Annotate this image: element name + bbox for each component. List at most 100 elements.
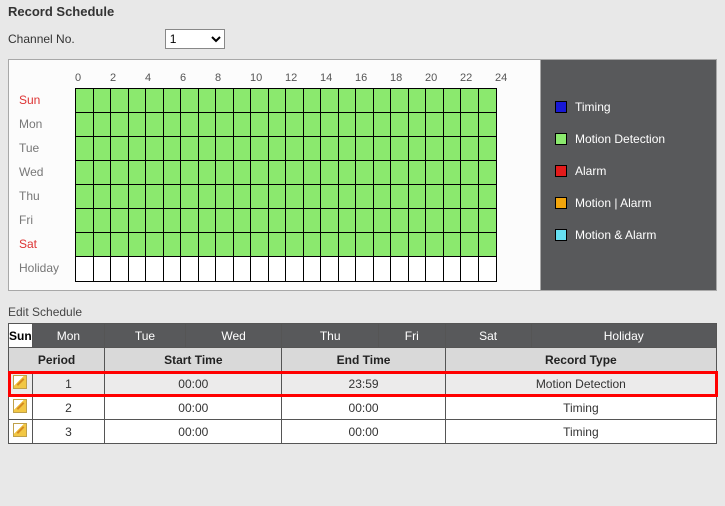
grid-cell[interactable] — [164, 89, 182, 113]
grid-cell[interactable] — [304, 257, 322, 281]
grid-cell[interactable] — [426, 113, 444, 137]
grid-cell[interactable] — [129, 161, 147, 185]
grid-cell[interactable] — [426, 257, 444, 281]
grid-cell[interactable] — [269, 113, 287, 137]
grid-cell[interactable] — [251, 209, 269, 233]
grid-row[interactable] — [76, 233, 496, 257]
grid-cell[interactable] — [111, 209, 129, 233]
edit-period-button[interactable] — [9, 372, 33, 396]
grid-cell[interactable] — [164, 209, 182, 233]
grid-cell[interactable] — [444, 137, 462, 161]
grid-cell[interactable] — [479, 161, 497, 185]
grid-cell[interactable] — [111, 257, 129, 281]
grid-cell[interactable] — [409, 89, 427, 113]
grid-cell[interactable] — [321, 185, 339, 209]
grid-cell[interactable] — [339, 113, 357, 137]
grid-cell[interactable] — [409, 233, 427, 257]
grid-cell[interactable] — [339, 161, 357, 185]
grid-cell[interactable] — [94, 233, 112, 257]
grid-cell[interactable] — [321, 233, 339, 257]
grid-row[interactable] — [76, 137, 496, 161]
grid-cell[interactable] — [356, 113, 374, 137]
grid-cell[interactable] — [76, 209, 94, 233]
grid-cell[interactable] — [391, 137, 409, 161]
grid-cell[interactable] — [391, 209, 409, 233]
grid-cell[interactable] — [304, 137, 322, 161]
grid-cell[interactable] — [234, 257, 252, 281]
grid-cell[interactable] — [111, 185, 129, 209]
grid-cell[interactable] — [181, 209, 199, 233]
day-tab[interactable]: Sat — [445, 324, 531, 348]
grid-cell[interactable] — [356, 89, 374, 113]
grid-cell[interactable] — [199, 89, 217, 113]
grid-cell[interactable] — [426, 89, 444, 113]
grid-cell[interactable] — [216, 257, 234, 281]
grid-cell[interactable] — [444, 233, 462, 257]
grid-cell[interactable] — [129, 257, 147, 281]
grid-cell[interactable] — [111, 161, 129, 185]
grid-cell[interactable] — [461, 113, 479, 137]
grid-cell[interactable] — [391, 257, 409, 281]
grid-cell[interactable] — [146, 161, 164, 185]
grid-cell[interactable] — [94, 89, 112, 113]
grid-cell[interactable] — [356, 137, 374, 161]
grid-cell[interactable] — [216, 113, 234, 137]
grid-cell[interactable] — [251, 185, 269, 209]
grid-cell[interactable] — [444, 257, 462, 281]
grid-cell[interactable] — [409, 185, 427, 209]
grid-cell[interactable] — [286, 137, 304, 161]
grid-cell[interactable] — [339, 233, 357, 257]
grid-cell[interactable] — [461, 161, 479, 185]
grid-cell[interactable] — [94, 137, 112, 161]
grid-cell[interactable] — [304, 233, 322, 257]
grid-cell[interactable] — [181, 89, 199, 113]
grid-cell[interactable] — [269, 137, 287, 161]
grid-cell[interactable] — [269, 233, 287, 257]
grid-cell[interactable] — [111, 89, 129, 113]
grid-cell[interactable] — [374, 209, 392, 233]
grid-cell[interactable] — [234, 233, 252, 257]
grid-cell[interactable] — [304, 113, 322, 137]
grid-cell[interactable] — [304, 185, 322, 209]
grid-cell[interactable] — [444, 161, 462, 185]
grid-cell[interactable] — [164, 113, 182, 137]
grid-cell[interactable] — [479, 233, 497, 257]
grid-cell[interactable] — [251, 89, 269, 113]
grid-cell[interactable] — [146, 185, 164, 209]
grid-cell[interactable] — [269, 161, 287, 185]
grid-cell[interactable] — [199, 161, 217, 185]
grid-cell[interactable] — [199, 233, 217, 257]
grid-cell[interactable] — [216, 161, 234, 185]
grid-cell[interactable] — [374, 185, 392, 209]
grid-cell[interactable] — [216, 137, 234, 161]
grid-cell[interactable] — [269, 185, 287, 209]
grid-cell[interactable] — [164, 257, 182, 281]
grid-cell[interactable] — [444, 89, 462, 113]
grid-cell[interactable] — [234, 137, 252, 161]
grid-cell[interactable] — [251, 257, 269, 281]
grid-cell[interactable] — [391, 185, 409, 209]
grid-cell[interactable] — [356, 257, 374, 281]
day-tab[interactable]: Mon — [32, 324, 105, 348]
grid-cell[interactable] — [409, 113, 427, 137]
grid-cell[interactable] — [216, 209, 234, 233]
grid-cell[interactable] — [129, 185, 147, 209]
grid-cell[interactable] — [479, 185, 497, 209]
grid-cell[interactable] — [251, 233, 269, 257]
grid-cell[interactable] — [321, 161, 339, 185]
grid-cell[interactable] — [286, 185, 304, 209]
grid-cell[interactable] — [374, 113, 392, 137]
grid-cell[interactable] — [129, 137, 147, 161]
grid-cell[interactable] — [374, 257, 392, 281]
grid-cell[interactable] — [321, 209, 339, 233]
grid-cell[interactable] — [129, 209, 147, 233]
grid-cell[interactable] — [461, 233, 479, 257]
grid-cell[interactable] — [129, 89, 147, 113]
grid-cell[interactable] — [409, 209, 427, 233]
grid-cell[interactable] — [181, 161, 199, 185]
grid-cell[interactable] — [199, 113, 217, 137]
grid-cell[interactable] — [426, 137, 444, 161]
grid-cell[interactable] — [461, 209, 479, 233]
grid-cell[interactable] — [339, 185, 357, 209]
grid-cell[interactable] — [286, 161, 304, 185]
